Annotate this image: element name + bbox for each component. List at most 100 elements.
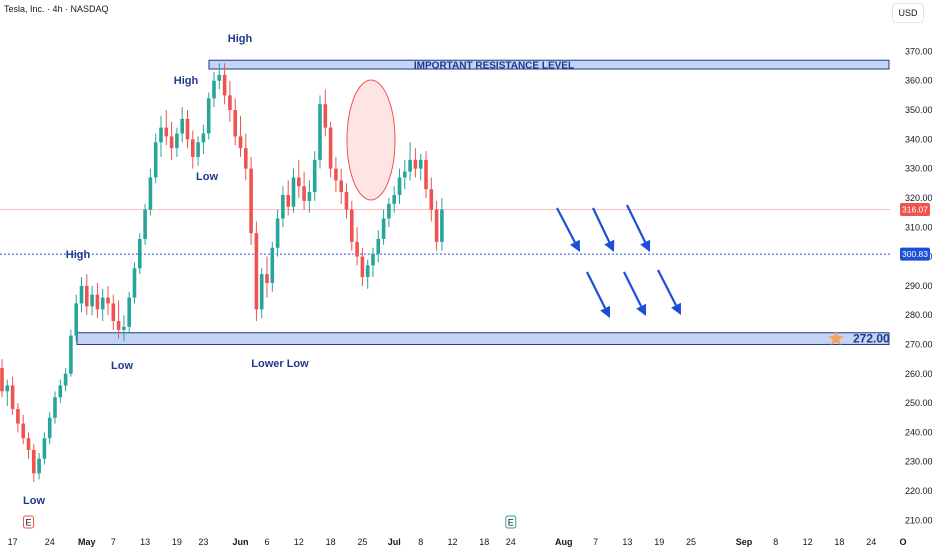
lower-low-label: Lower Low: [251, 358, 309, 370]
candle-body: [334, 168, 338, 181]
candle-body: [238, 136, 243, 149]
arrow-shaft: [592, 207, 611, 243]
x-tick-label: 25: [357, 537, 367, 547]
target-star-icon: [828, 330, 844, 346]
candle-body: [42, 438, 47, 459]
x-tick-label: 24: [866, 537, 876, 547]
x-tick-label: 24: [45, 537, 55, 547]
x-tick-label: 7: [593, 537, 598, 547]
y-tick-label: 350.00: [905, 105, 932, 115]
candle-body: [265, 274, 269, 283]
candle-body: [5, 385, 10, 392]
candle-body: [259, 274, 264, 310]
candle-body: [127, 297, 131, 327]
projection-arrow: [626, 204, 651, 252]
level-price-tag-text: 300.83: [902, 249, 928, 259]
candle-body: [376, 238, 381, 254]
candles-layer: [0, 63, 444, 483]
projection-arrow: [586, 271, 610, 318]
y-tick-label: 260.00: [905, 369, 932, 379]
current-price-tag-bg: [900, 202, 930, 216]
y-tick-label: 230.00: [905, 457, 932, 467]
arrow-head: [640, 239, 651, 252]
earnings-marker-box: [23, 515, 34, 529]
current-price-tag: 316.07: [900, 202, 930, 216]
currency-button[interactable]: USD: [892, 3, 924, 23]
low-label-1: Low: [196, 171, 218, 183]
candle-body: [275, 218, 280, 248]
candle-body: [222, 74, 227, 96]
candle-body: [153, 142, 158, 178]
candle-body: [270, 247, 275, 283]
x-tick-label: 18: [326, 537, 336, 547]
x-tick-label: Jul: [388, 537, 401, 547]
y-tick-label: 310.00: [905, 222, 932, 232]
arrow-head: [600, 305, 610, 318]
arrow-head: [570, 239, 580, 252]
x-tick-label: 19: [654, 537, 664, 547]
y-tick-label: 250.00: [905, 398, 932, 408]
x-tick-label: May: [78, 537, 96, 547]
candle-body: [143, 209, 147, 239]
candle-body: [26, 438, 31, 450]
x-tick-label: 13: [622, 537, 632, 547]
x-tick-label: O: [899, 537, 906, 547]
x-tick-label: Aug: [555, 537, 573, 547]
candle-body: [85, 285, 89, 307]
candle-body: [392, 195, 396, 204]
candle-body: [434, 209, 439, 242]
y-tick-label: 370.00: [905, 46, 932, 56]
candle-body: [16, 408, 20, 424]
low-label-2: Low: [111, 360, 133, 372]
candle-body: [440, 209, 444, 242]
axes-layer: 370.00 360.00 350.00 340.00 330.00 320.00 310.…: [8, 46, 932, 547]
support-zone: [76, 332, 890, 345]
x-tick-label: 8: [418, 537, 423, 547]
candle-body: [344, 192, 349, 210]
y-tick-label: 320.00: [905, 193, 932, 203]
high-label-2: High: [174, 75, 199, 87]
candle-body: [413, 159, 418, 169]
candle-body: [100, 297, 105, 310]
candle-body: [371, 253, 375, 266]
candle-body: [191, 139, 195, 157]
candle-body: [201, 133, 206, 143]
price-lines-layer: [0, 209, 890, 255]
candle-body: [429, 189, 434, 210]
earnings-marker-letter: E: [25, 518, 31, 528]
candle-body: [291, 177, 296, 207]
arrow-shaft: [556, 207, 576, 243]
y-tick-label: 360.00: [905, 76, 932, 86]
resistance-zone: [208, 59, 890, 70]
symbol-title: Tesla, Inc. · 4h · NASDAQ: [4, 4, 109, 14]
candle-body: [74, 303, 78, 336]
candle-body: [339, 180, 343, 193]
x-tick-label: 12: [447, 537, 457, 547]
earnings-marker-box: [505, 515, 517, 529]
arrow-shaft: [626, 204, 647, 243]
x-tick-label: 8: [773, 537, 778, 547]
candle-body: [185, 118, 190, 140]
candle-body: [244, 148, 248, 169]
x-tick-label: 12: [803, 537, 813, 547]
y-tick-label: 330.00: [905, 164, 932, 174]
arrow-head: [671, 302, 681, 315]
candle-body: [63, 373, 68, 386]
high-label-3: High: [66, 249, 91, 261]
candle-body: [21, 423, 25, 439]
candle-body: [37, 458, 41, 474]
earnings-marker-icon[interactable]: E: [505, 515, 517, 529]
x-tick-label: 6: [264, 537, 269, 547]
candle-body: [387, 203, 391, 219]
arrow-head: [636, 303, 646, 316]
resistance-label: IMPORTANT RESISTANCE LEVEL: [414, 61, 574, 72]
candle-body: [69, 335, 73, 374]
candle-body: [169, 136, 174, 149]
candle-body: [403, 171, 407, 178]
x-tick-label: 7: [111, 537, 116, 547]
candle-body: [286, 195, 290, 207]
earnings-marker-icon[interactable]: E: [23, 515, 34, 529]
candle-body: [159, 127, 163, 143]
candle-body: [408, 159, 412, 172]
